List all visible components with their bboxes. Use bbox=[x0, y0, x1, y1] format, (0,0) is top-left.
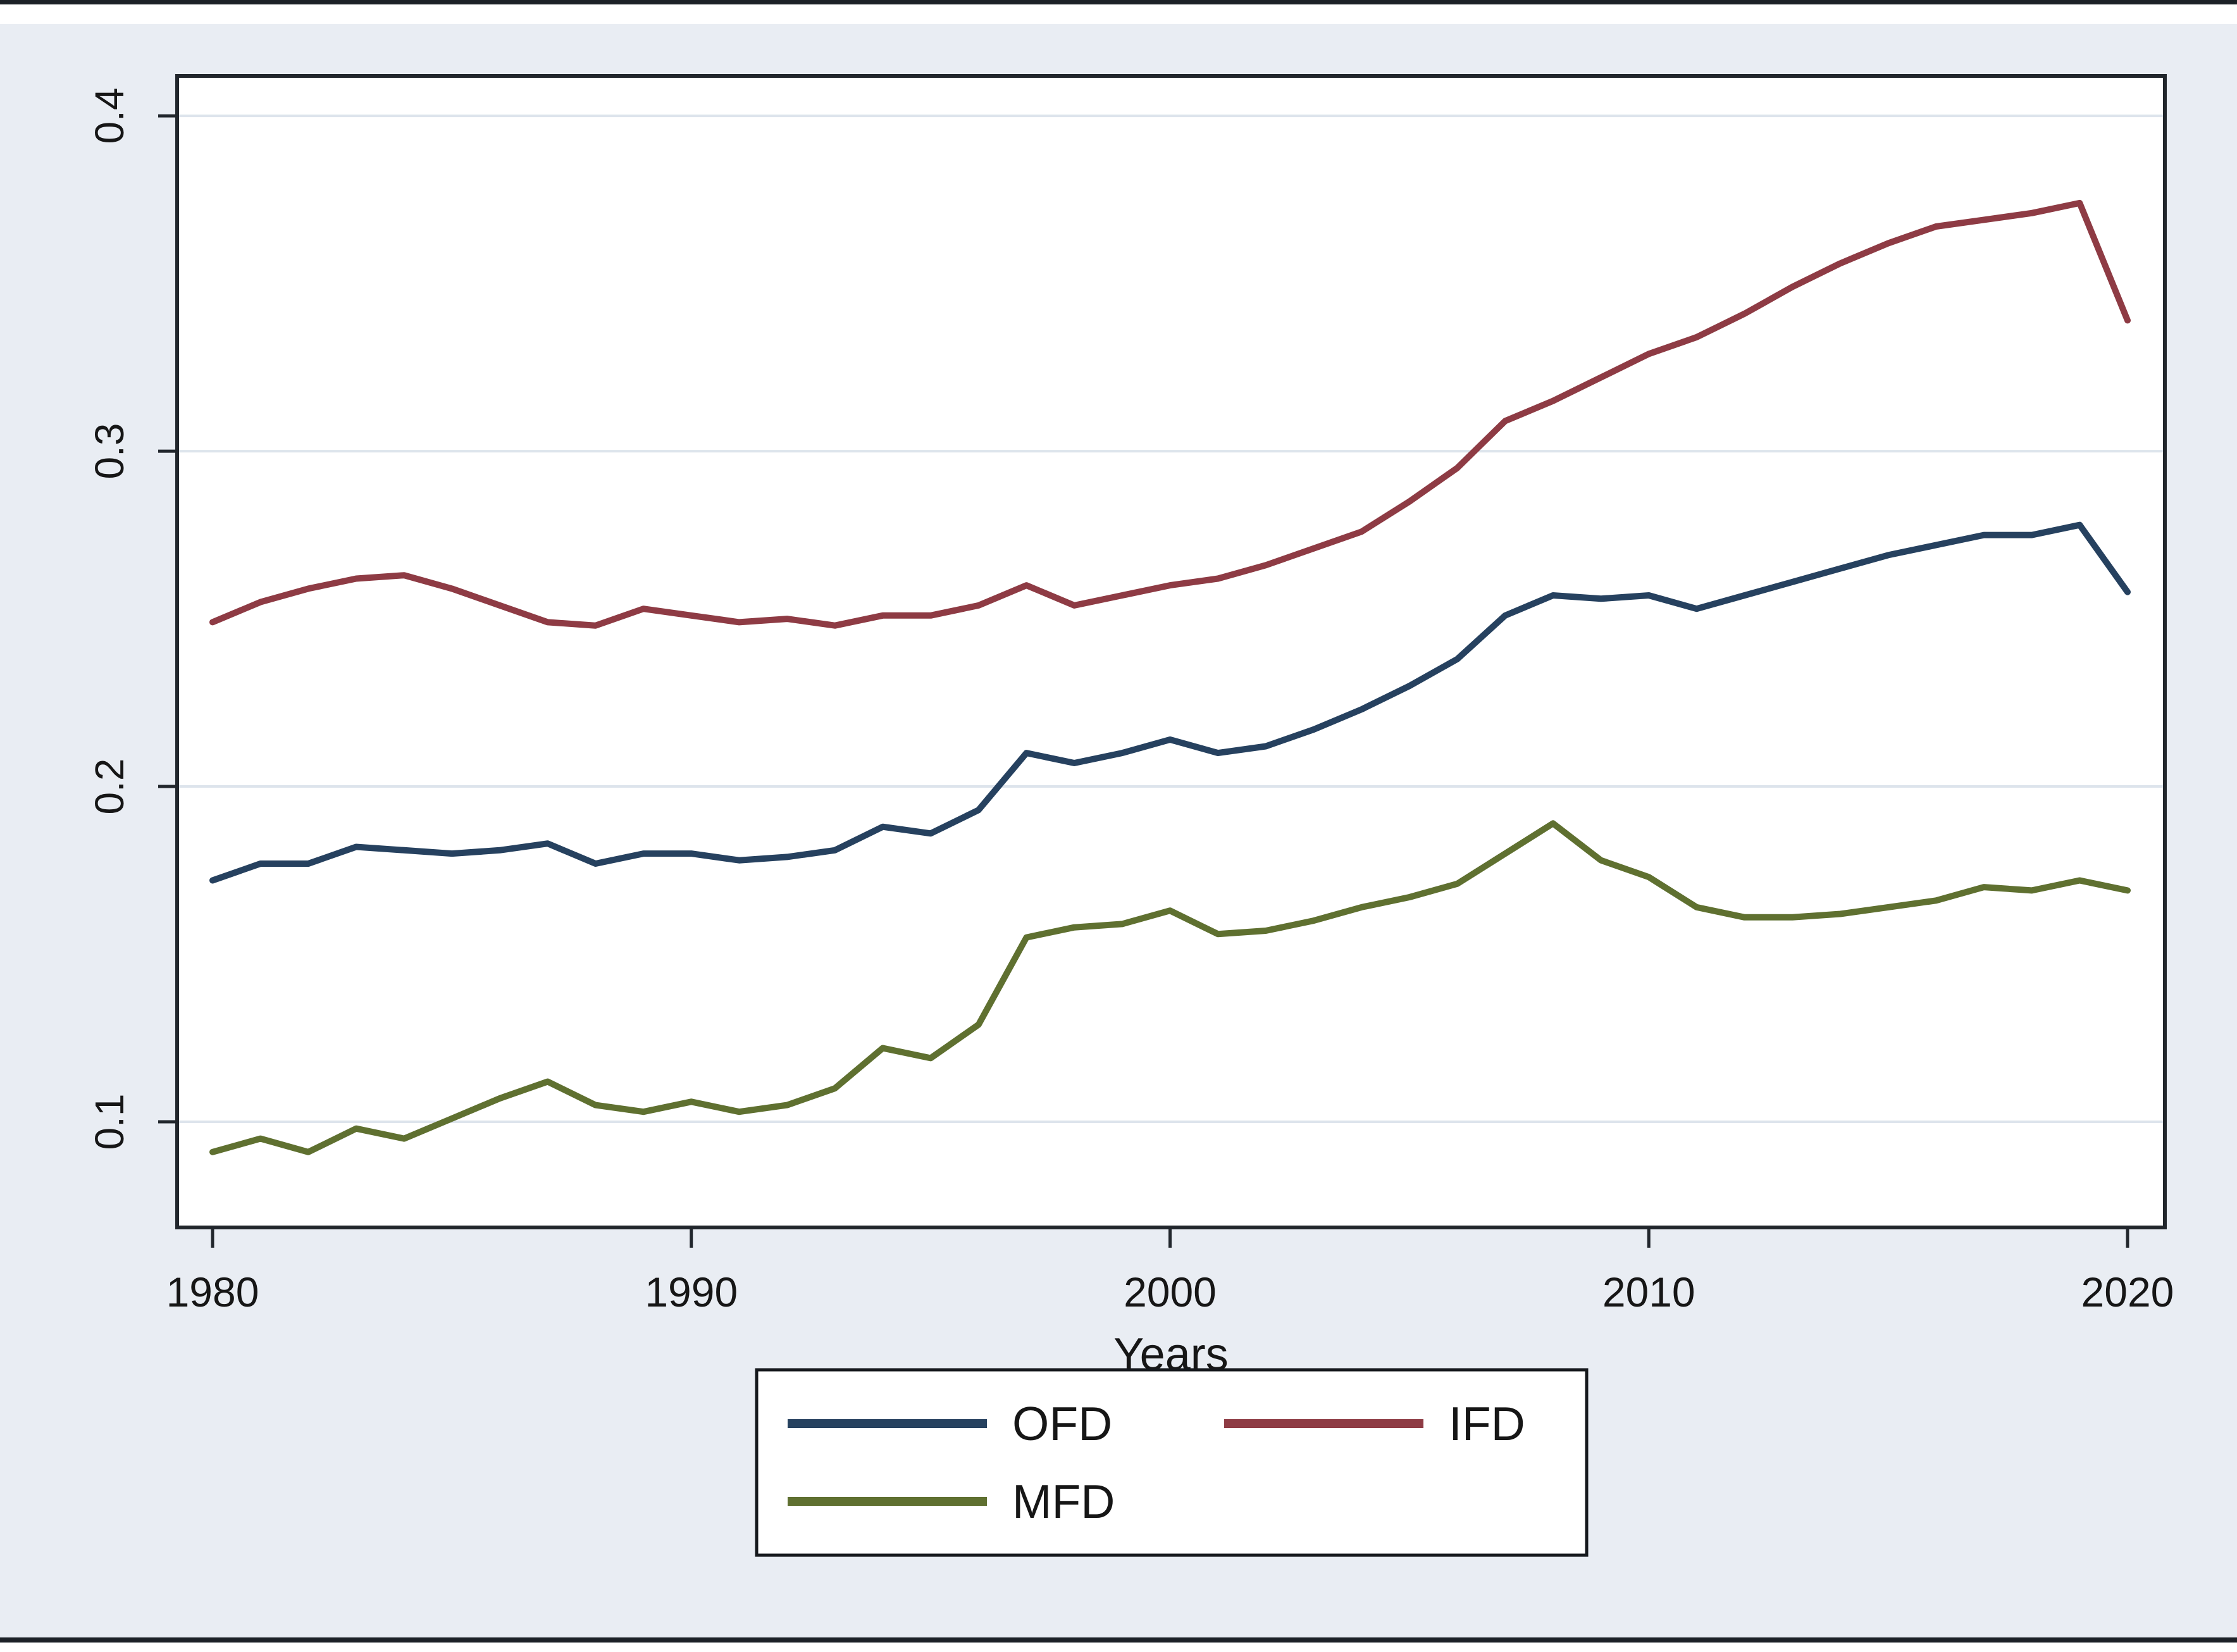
y-tick-label-0.4: 0.4 bbox=[87, 88, 132, 144]
legend-label-mfd: MFD bbox=[1012, 1475, 1115, 1528]
page-top-border bbox=[0, 0, 2237, 4]
series-line-mfd bbox=[209, 820, 2131, 1155]
y-tick-label-0.3: 0.3 bbox=[87, 423, 132, 480]
plot-area bbox=[177, 76, 2165, 1227]
legend-label-ifd: IFD bbox=[1449, 1397, 1525, 1450]
x-tick-label-2000: 2000 bbox=[1124, 1269, 1217, 1315]
x-tick-label-1980: 1980 bbox=[166, 1269, 259, 1315]
x-tick-label-2010: 2010 bbox=[1602, 1269, 1695, 1315]
series-line-ofd bbox=[209, 521, 2131, 884]
page-bottom-border bbox=[0, 1637, 2237, 1643]
series-line-ifd bbox=[209, 199, 2131, 629]
legend-box bbox=[755, 1368, 1589, 1557]
x-tick-label-1990: 1990 bbox=[645, 1269, 738, 1315]
y-tick-label-0.1: 0.1 bbox=[87, 1094, 132, 1150]
y-tick-label-0.2: 0.2 bbox=[87, 759, 132, 815]
legend-label-ofd: OFD bbox=[1012, 1397, 1112, 1450]
x-tick-label-2020: 2020 bbox=[2081, 1269, 2174, 1315]
